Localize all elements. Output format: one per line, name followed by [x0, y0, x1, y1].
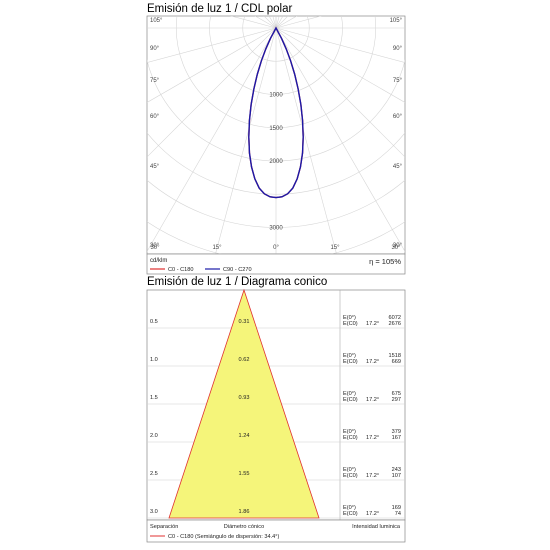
cone-shape — [168, 288, 320, 519]
polar-labels: 105° 90° 75° 60° 45° 30° 105° 90° 75° 60° 45° 30° 30… — [150, 18, 403, 251]
cone-diameter: 1.55 — [239, 471, 250, 477]
footer-diametro: Diámetro cónico — [224, 524, 264, 530]
cone-separation: 2.5 — [150, 471, 158, 477]
cone-e0-label: E(0°) — [343, 429, 356, 435]
polar-grid-ray — [275, 27, 405, 103]
polar-grid-ray — [275, 27, 405, 63]
angle-label-bottom: 30° — [150, 245, 160, 251]
polar-grid-ray — [215, 27, 277, 254]
polar-chart-title: Emisión de luz 1 / CDL polar — [147, 3, 293, 15]
cone-ec0-label: E(C0) — [343, 435, 358, 441]
legend-label-c0: C0 - C180 — [168, 267, 194, 273]
cone-e0-value: 169 — [392, 505, 401, 511]
cone-ec0-label: E(C0) — [343, 473, 358, 479]
cone-ec0-label: E(C0) — [343, 511, 358, 517]
angle-label-bottom: 0° — [273, 245, 279, 251]
radial-value-label: 2000 — [269, 159, 283, 165]
cone-e0-label: E(0°) — [343, 391, 356, 397]
cone-e0-value: 6072 — [389, 315, 401, 321]
angle-label-bottom: 15° — [212, 245, 222, 251]
polar-grid-ray — [147, 27, 277, 158]
cone-separation: 1.0 — [150, 357, 158, 363]
cone-half-angle: 17.2° — [366, 435, 379, 441]
polar-grid-ray — [275, 27, 405, 158]
cone-diameter: 1.24 — [239, 433, 250, 439]
cone-e0-label: E(0°) — [343, 315, 356, 321]
radial-value-label: 1000 — [269, 93, 283, 99]
cone-e0-label: E(0°) — [343, 467, 356, 473]
polar-curve-c90-c270 — [248, 26, 304, 199]
polar-unit-label: cd/klm — [150, 258, 167, 264]
cone-e0-label: E(0°) — [343, 505, 356, 511]
polar-grid — [147, 16, 405, 254]
angle-label-right: 90° — [393, 46, 403, 52]
cone-half-angle: 17.2° — [366, 359, 379, 365]
cone-e0-value: 675 — [392, 391, 401, 397]
cone-separation: 1.5 — [150, 395, 158, 401]
cone-diameter: 1.86 — [239, 509, 250, 515]
cone-diameter: 0.62 — [239, 357, 250, 363]
cone-ec0-value: 2676 — [389, 321, 401, 327]
cone-separation: 3.0 — [150, 509, 158, 515]
cone-ec0-label: E(C0) — [343, 397, 358, 403]
polar-grid-ray — [275, 27, 337, 254]
footer-separacion: Separación — [150, 524, 178, 530]
cone-half-angle: 17.2° — [366, 473, 379, 479]
cone-separation: 0.5 — [150, 319, 158, 325]
efficiency-label: η = 105% — [369, 257, 401, 266]
cone-ec0-label: E(C0) — [343, 359, 358, 365]
cone-half-angle: 17.2° — [366, 397, 379, 403]
cone-ec0-value: 669 — [392, 359, 401, 365]
cone-e0-label: E(0°) — [343, 353, 356, 359]
cone-e0-value: 379 — [392, 429, 401, 435]
cone-ec0-value: 167 — [392, 435, 401, 441]
cone-diagram-title: Emisión de luz 1 / Diagrama conico — [147, 276, 328, 288]
cone-e0-value: 243 — [392, 467, 401, 473]
angle-label-right: 45° — [393, 164, 403, 170]
legend-label-c90: C90 - C270 — [223, 267, 252, 273]
angle-label-bottom: 15° — [330, 245, 340, 251]
cone-separation: 2.0 — [150, 433, 158, 439]
radial-value-label: 3000 — [269, 226, 283, 232]
angle-label-left: 90° — [150, 46, 160, 52]
cone-ec0-label: E(C0) — [343, 321, 358, 327]
cone-diameter: 0.93 — [239, 395, 250, 401]
radial-value-label: 1500 — [269, 126, 283, 132]
angle-label-left: 60° — [150, 114, 160, 120]
cone-footer-box — [146, 519, 406, 543]
angle-label-left: 105° — [150, 18, 163, 24]
angle-label-left: 75° — [150, 78, 160, 84]
polar-grid-ray — [275, 27, 405, 253]
cone-diameter: 0.31 — [239, 319, 250, 325]
angle-label-left: 30° — [150, 243, 160, 249]
angle-label-right: 30° — [393, 243, 403, 249]
cone-e0-value: 1518 — [389, 353, 401, 359]
polar-curves — [248, 26, 304, 199]
cone-legend-label: C0 - C180 (Semiángulo de dispersión: 34.… — [168, 534, 280, 540]
cone-half-angle: 17.2° — [366, 511, 379, 517]
footer-intensidad: Intensidad luminica — [352, 524, 401, 530]
cone-ec0-value: 297 — [392, 397, 401, 403]
cone-ec0-value: 107 — [392, 473, 401, 479]
polar-grid-ray — [147, 27, 277, 253]
angle-label-left: 45° — [150, 164, 160, 170]
cone-ec0-value: 74 — [395, 511, 401, 517]
angle-label-bottom: 30° — [391, 245, 401, 251]
angle-label-right: 60° — [393, 114, 403, 120]
polar-grid-ray — [147, 27, 277, 103]
polar-grid-ray — [147, 27, 277, 63]
angle-label-right: 105° — [390, 18, 403, 24]
cone-half-angle: 17.2° — [366, 321, 379, 327]
angle-label-right: 75° — [393, 78, 403, 84]
